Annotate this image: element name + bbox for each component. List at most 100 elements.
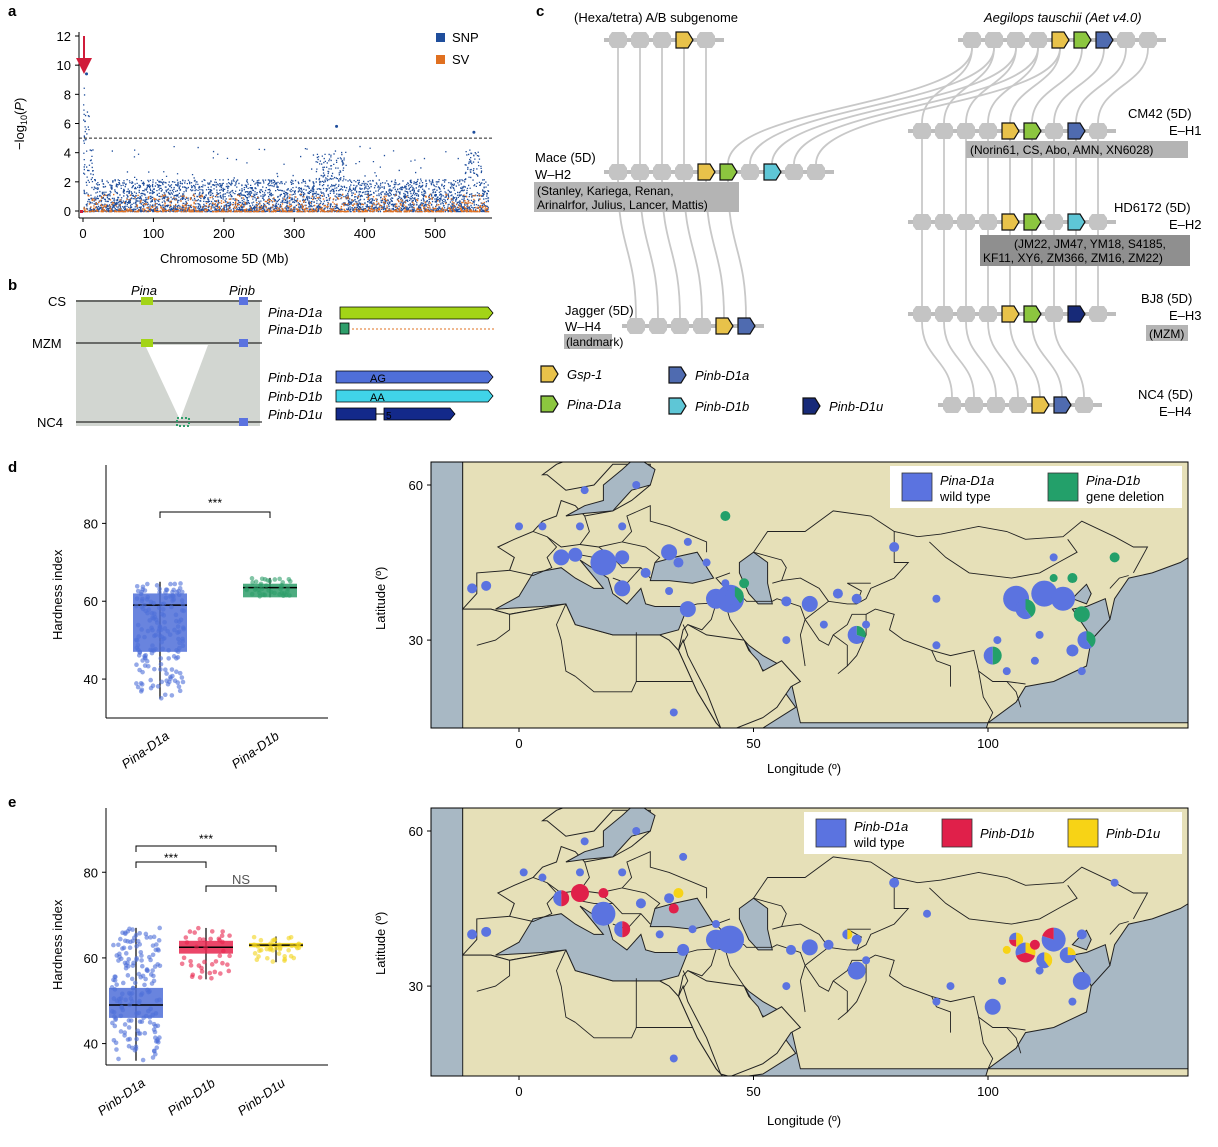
box-point (287, 593, 292, 598)
sample-circle (614, 580, 631, 597)
synteny-link (943, 321, 975, 398)
box-point (145, 968, 150, 974)
sample-pie-slice (1009, 939, 1017, 947)
box-ytick: 40 (84, 672, 98, 687)
border (575, 675, 637, 693)
box-point (155, 684, 161, 689)
box-point (140, 1057, 146, 1063)
sample-circle (538, 873, 547, 882)
box-point (227, 933, 232, 938)
box-point (169, 693, 175, 698)
box-point (137, 930, 143, 936)
e-ylabel: Hardness index (50, 899, 65, 990)
a-xtick: 500 (424, 226, 446, 241)
box-point (163, 587, 169, 592)
box-point (286, 935, 292, 941)
aet-title: Aegilops tauschii (Aet v4.0) (983, 10, 1142, 25)
box-point (109, 985, 115, 990)
box-point (114, 982, 120, 987)
border (622, 541, 661, 563)
sample-pie-slice (1015, 599, 1032, 620)
border (781, 923, 829, 948)
box-point (137, 649, 143, 655)
sea (649, 897, 715, 930)
gene-block (1009, 397, 1027, 413)
box-point (150, 943, 156, 948)
sample-circle (781, 596, 792, 607)
map-ytick: 60 (409, 478, 423, 493)
sample-pie-slice (1036, 952, 1049, 969)
box-point (138, 689, 144, 694)
legend-gene-swatch (668, 397, 687, 415)
border (687, 603, 717, 631)
box-point (150, 1055, 156, 1060)
box-point (249, 576, 255, 581)
box-point (202, 959, 207, 965)
sample-circle (669, 1054, 678, 1063)
sample-circle (1109, 552, 1120, 563)
sample-circle (711, 920, 720, 929)
box-point (148, 677, 153, 683)
box-point (259, 586, 265, 591)
box-point (129, 1045, 135, 1051)
box-point (127, 945, 133, 951)
border (682, 624, 689, 643)
legend-gene-label: Gsp-1 (567, 367, 602, 382)
box-point (140, 584, 146, 590)
gene-pina-d1a (1023, 305, 1042, 323)
box-point (180, 602, 186, 607)
panel-c: c (Hexa/tetra) A/B subgenome Aegilops ta… (534, 3, 1202, 419)
sample-circle (635, 898, 646, 909)
sample-circle (467, 929, 478, 940)
landmass (678, 623, 802, 728)
box-point (209, 975, 214, 981)
box-point (181, 626, 186, 632)
sample-circle (702, 558, 711, 567)
box-point (212, 969, 218, 975)
box-point (227, 953, 232, 959)
gene-block (935, 214, 953, 230)
box-point (196, 925, 201, 931)
box-point (134, 662, 139, 668)
gene-block (1075, 397, 1093, 413)
sample-pie-slice (1067, 947, 1076, 956)
sample-pie-slice (1044, 952, 1053, 967)
box-xlabel: Pinb-D1a (95, 1075, 148, 1118)
box-point (143, 1013, 149, 1019)
gene-block (609, 164, 627, 180)
gene-block (979, 123, 997, 139)
synteny-link (1097, 47, 1149, 124)
sample-pie-slice (856, 625, 866, 638)
sample-circle (932, 641, 941, 650)
sample-circle (481, 580, 492, 591)
pinb-marker-mzm (239, 339, 248, 347)
box-point (272, 577, 278, 582)
sig-label: *** (199, 832, 213, 846)
sample-pie-slice (1086, 631, 1096, 648)
gene-pinb-d1u (1067, 305, 1086, 323)
gene-block (1045, 123, 1063, 139)
line-mzm: MZM (32, 336, 62, 351)
sample-circle (889, 877, 900, 888)
border (931, 650, 951, 687)
gene-pinb-d1a (737, 317, 756, 335)
border (804, 954, 1026, 1031)
box-point (176, 636, 181, 642)
legend-gene-swatch (668, 366, 687, 384)
box-point (123, 930, 128, 935)
box-xlabel: Pinb-D1b (165, 1075, 218, 1118)
sample-circle (568, 547, 583, 562)
sample-pie-slice (1025, 942, 1036, 956)
panel-d: d 40 60 80 Pina-D1a Pina-D1b *** Hardness ind… (8, 459, 1189, 776)
box-point (163, 667, 168, 672)
box-point (136, 634, 141, 639)
manhattan-points (80, 72, 490, 213)
pina-label: Pina (131, 283, 157, 298)
map-legend-sublabel: wild type (853, 835, 905, 850)
subgenome-ab-title: (Hexa/tetra) A/B subgenome (574, 10, 738, 25)
sample-circle (851, 593, 862, 604)
gene-block (627, 318, 645, 334)
